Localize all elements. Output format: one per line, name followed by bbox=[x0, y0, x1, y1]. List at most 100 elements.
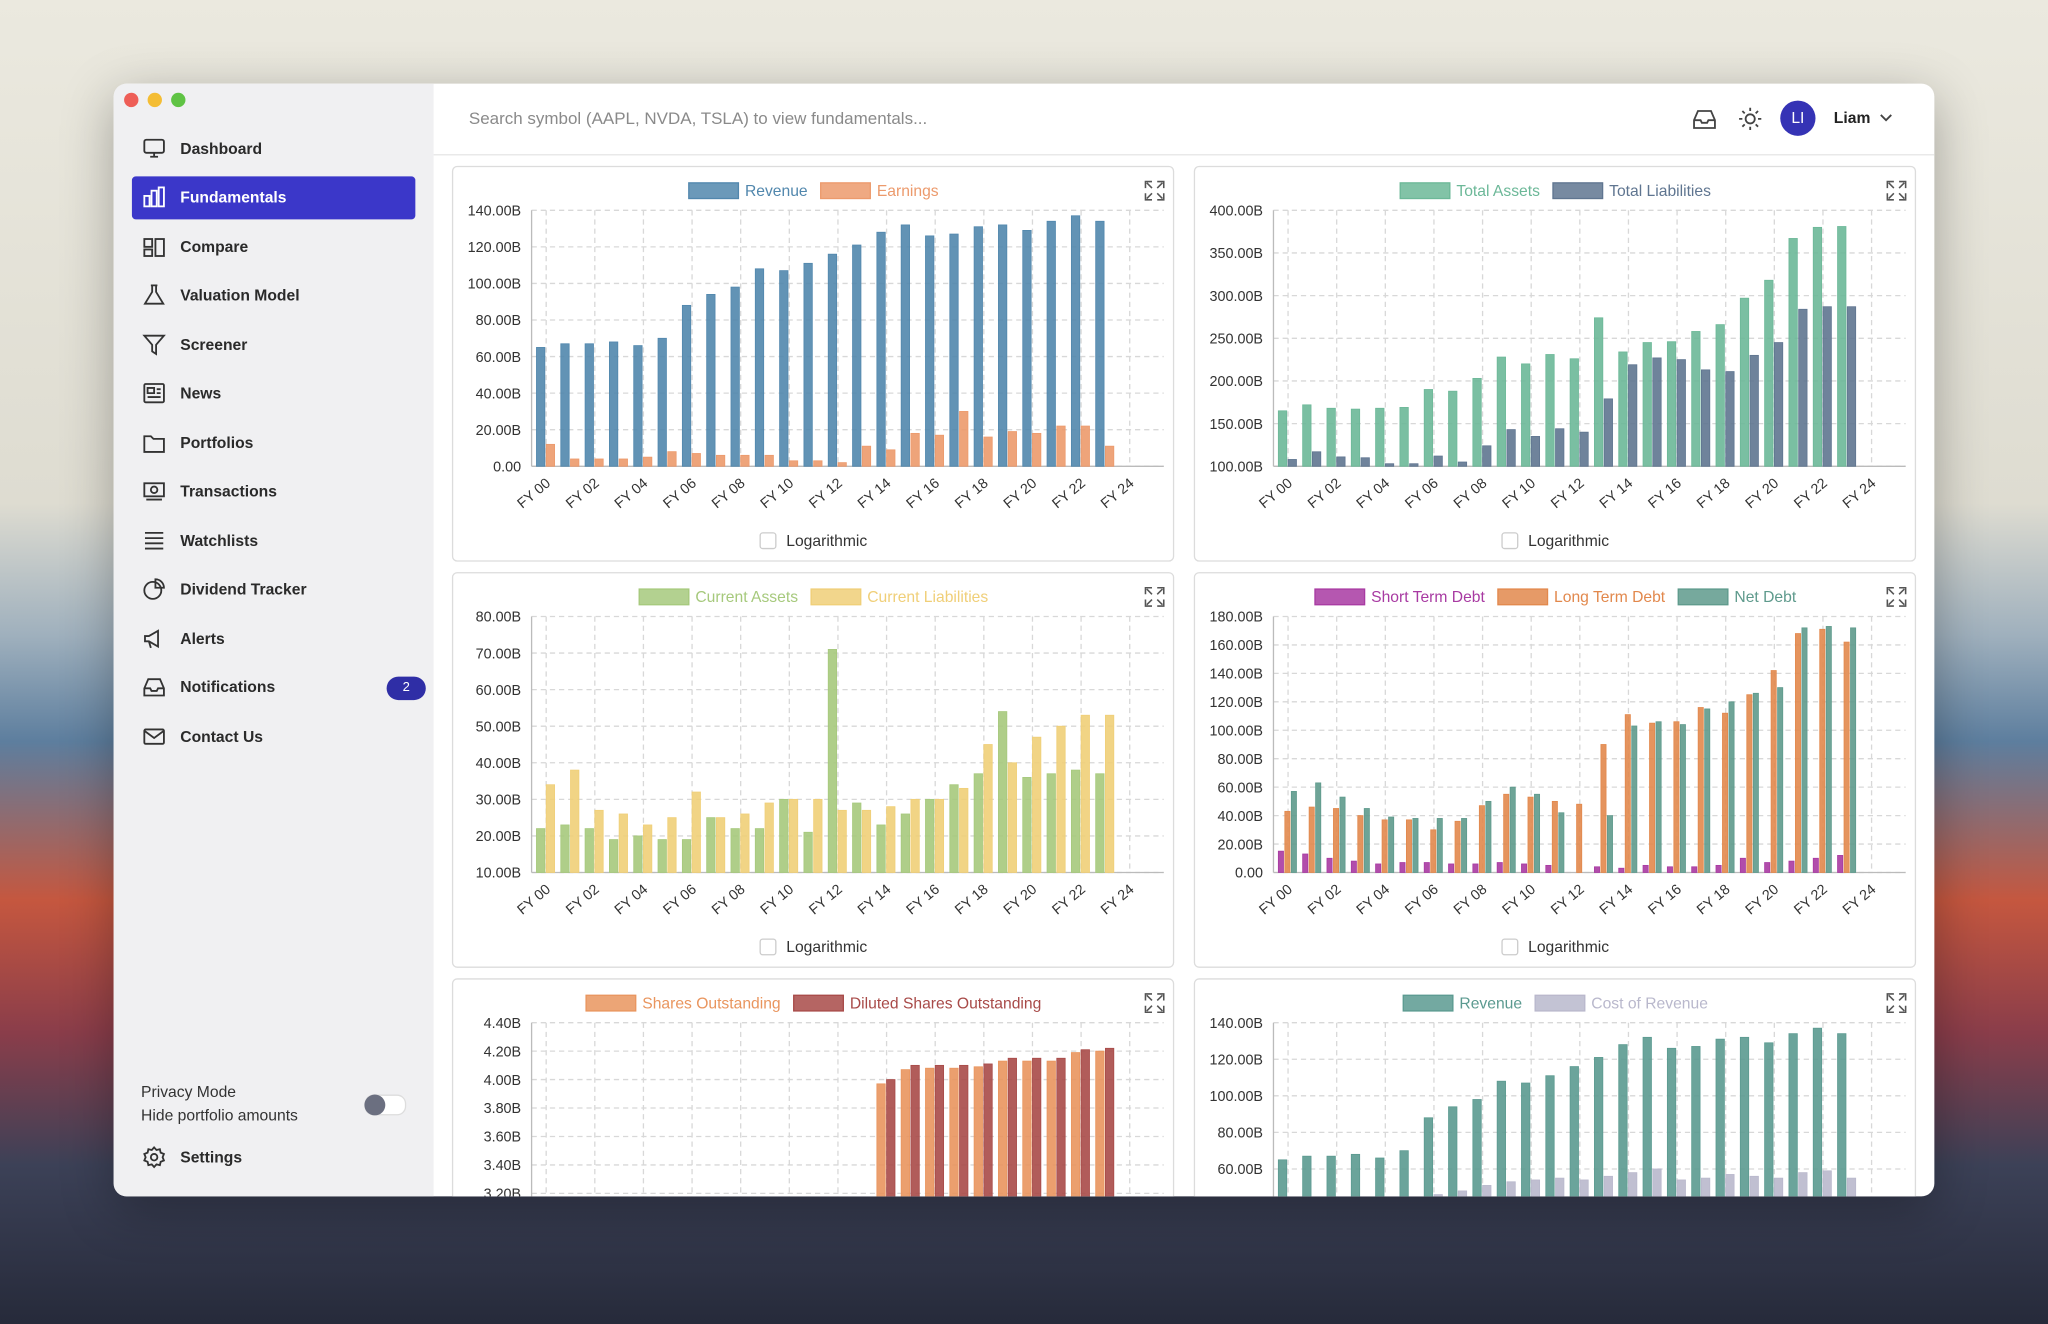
bar bbox=[1070, 1052, 1081, 1197]
bar bbox=[1448, 390, 1458, 467]
bar bbox=[1277, 410, 1288, 467]
bar bbox=[1594, 1057, 1604, 1197]
settings-item[interactable]: Settings bbox=[132, 1136, 415, 1179]
theme-icon[interactable] bbox=[1737, 106, 1763, 132]
bar bbox=[1457, 1190, 1468, 1197]
bar bbox=[560, 824, 570, 873]
nav-item[interactable]: News bbox=[132, 372, 415, 415]
y-tick-label: 40.00B bbox=[1218, 809, 1264, 825]
bar bbox=[1290, 791, 1297, 873]
inbox-icon[interactable] bbox=[1691, 106, 1717, 132]
log-checkbox[interactable] bbox=[759, 938, 777, 956]
search-input[interactable]: Search symbol (AAPL, NVDA, TSLA) to view… bbox=[468, 108, 928, 128]
nav-item[interactable]: Portfolios bbox=[132, 422, 415, 465]
bar bbox=[1527, 796, 1534, 873]
avatar[interactable]: LI bbox=[1780, 100, 1816, 136]
nav-item[interactable]: Contact Us bbox=[132, 716, 415, 759]
bar bbox=[998, 711, 1008, 873]
y-tick-label: 160.00B bbox=[1210, 638, 1264, 654]
minimize-button[interactable] bbox=[147, 92, 162, 108]
bar bbox=[1509, 786, 1516, 873]
bar bbox=[1022, 777, 1032, 873]
bar bbox=[1506, 1181, 1516, 1197]
bar bbox=[1007, 1057, 1017, 1197]
expand-icon[interactable] bbox=[1144, 993, 1165, 1014]
bar bbox=[1624, 714, 1631, 873]
bar bbox=[1603, 398, 1613, 467]
legend-swatch bbox=[1399, 182, 1451, 200]
bar bbox=[1339, 796, 1346, 873]
nav-item[interactable]: Alerts bbox=[132, 618, 415, 661]
bar bbox=[1433, 1194, 1443, 1197]
app-window: Dashboard Fundamentals Compare Valuation… bbox=[113, 83, 1935, 1197]
chevron[interactable] bbox=[1878, 110, 1894, 126]
nav-item[interactable]: Compare bbox=[132, 226, 415, 269]
x-tick-label: FY 06 bbox=[1402, 475, 1441, 512]
bar bbox=[827, 253, 838, 467]
legend-swatch bbox=[638, 588, 690, 606]
legend-label: Earnings bbox=[877, 183, 939, 200]
expand-icon[interactable] bbox=[1144, 586, 1165, 607]
x-tick-label: FY 20 bbox=[1001, 475, 1040, 512]
bar bbox=[1764, 279, 1774, 467]
bar bbox=[788, 460, 799, 467]
y-tick-label: 400.00B bbox=[1210, 204, 1264, 220]
y-tick-label: 0.00 bbox=[493, 460, 521, 476]
bar bbox=[570, 769, 580, 873]
bar bbox=[1722, 712, 1729, 873]
log-checkbox[interactable] bbox=[1501, 532, 1519, 550]
bar bbox=[1461, 818, 1468, 873]
bar bbox=[1430, 829, 1437, 873]
nav-item[interactable]: Screener bbox=[132, 324, 415, 367]
close-button[interactable] bbox=[124, 92, 139, 108]
expand-icon[interactable] bbox=[1886, 586, 1907, 607]
bar bbox=[1676, 359, 1686, 467]
bar bbox=[1555, 428, 1565, 467]
expand-icon[interactable] bbox=[1144, 180, 1165, 201]
bar bbox=[1521, 1082, 1531, 1197]
log-checkbox[interactable] bbox=[759, 532, 777, 550]
expand-icon[interactable] bbox=[1886, 180, 1907, 201]
log-label: Logarithmic bbox=[786, 533, 867, 550]
legend-swatch bbox=[810, 588, 862, 606]
bar bbox=[1277, 1159, 1288, 1197]
nav-item[interactable]: Dividend Tracker bbox=[132, 568, 415, 611]
y-tick-label: 0.00 bbox=[1235, 866, 1263, 882]
legend-swatch bbox=[1552, 182, 1604, 200]
zoom-button[interactable] bbox=[171, 92, 186, 108]
nav-item[interactable]: Watchlists bbox=[132, 520, 415, 563]
privacy-subtitle: Hide portfolio amounts bbox=[141, 1106, 298, 1125]
bar bbox=[1472, 863, 1479, 873]
settings-label: Settings bbox=[180, 1148, 243, 1167]
expand-icon[interactable] bbox=[1886, 993, 1907, 1014]
x-tick-label: FY 24 bbox=[1098, 475, 1137, 512]
legend-label: Diluted Shares Outstanding bbox=[850, 995, 1041, 1012]
nav-item[interactable]: Notifications 2 bbox=[132, 666, 426, 709]
bar bbox=[667, 817, 677, 873]
privacy-toggle[interactable] bbox=[364, 1094, 407, 1116]
x-tick-label: FY 06 bbox=[1402, 882, 1441, 919]
bar bbox=[1482, 445, 1492, 467]
nav-item[interactable]: Dashboard bbox=[132, 128, 415, 171]
nav-item[interactable]: Transactions bbox=[132, 470, 415, 513]
chart-panel: Current Assets Current Liabilities 10.00B 2… bbox=[451, 572, 1175, 968]
nav-item[interactable]: Valuation Model bbox=[132, 274, 415, 317]
x-tick-label: FY 00 bbox=[1256, 882, 1295, 919]
user-name[interactable]: Liam bbox=[1833, 108, 1871, 127]
icon bbox=[143, 482, 165, 501]
sidebar: Dashboard Fundamentals Compare Valuation… bbox=[113, 83, 434, 1197]
bar bbox=[609, 839, 619, 873]
legend: Current Assets Current Liabilities bbox=[638, 588, 988, 606]
bar bbox=[1691, 331, 1701, 467]
bar bbox=[1576, 803, 1583, 873]
bar bbox=[1399, 1150, 1409, 1197]
y-tick-label: 80.00B bbox=[476, 610, 522, 626]
log-checkbox[interactable] bbox=[1501, 938, 1519, 956]
nav-item[interactable]: Fundamentals bbox=[131, 176, 416, 220]
icon bbox=[143, 1146, 166, 1169]
nav-label: Notifications bbox=[180, 677, 276, 697]
bar bbox=[1534, 793, 1541, 873]
x-tick-label: FY 12 bbox=[806, 475, 845, 512]
x-tick-label: FY 18 bbox=[952, 475, 991, 512]
legend: Revenue Earnings bbox=[688, 182, 939, 200]
